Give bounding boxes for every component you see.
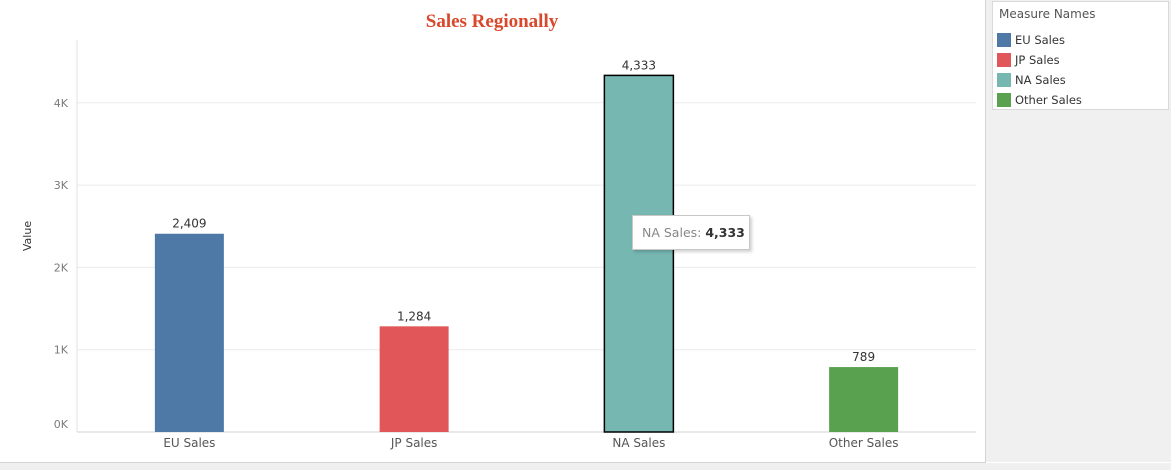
legend-swatch-other-sales xyxy=(997,93,1011,107)
y-tick-label: 1K xyxy=(54,344,69,357)
y-tick-label: 4K xyxy=(54,97,69,110)
x-tick-label-other-sales: Other Sales xyxy=(829,436,899,450)
y-tick-label: 3K xyxy=(54,179,69,192)
legend-label-na-sales: NA Sales xyxy=(1015,73,1066,87)
data-label-na-sales: 4,333 xyxy=(622,58,656,72)
legend-title: Measure Names xyxy=(999,7,1096,21)
legend-swatch-na-sales xyxy=(997,73,1011,87)
legend-item-other-sales[interactable]: Other Sales xyxy=(997,92,1162,108)
legend-item-na-sales[interactable]: NA Sales xyxy=(997,72,1162,88)
bar-chart: Sales Regionally Value 0K 1K 2K 3K 4K 2,409 EU S… xyxy=(21,11,976,450)
data-label-jp-sales: 1,284 xyxy=(397,309,431,323)
legend-item-eu-sales[interactable]: EU Sales xyxy=(997,32,1162,48)
legend-label-jp-sales: JP Sales xyxy=(1015,53,1060,67)
data-label-other-sales: 789 xyxy=(852,350,875,364)
tooltip-label: NA Sales: xyxy=(642,225,702,240)
legend-item-jp-sales[interactable]: JP Sales xyxy=(997,52,1162,68)
x-tick-label-na-sales: NA Sales xyxy=(612,436,665,450)
legend-swatch-jp-sales xyxy=(997,53,1011,67)
legend: Measure Names EU Sales JP Sales NA Sales… xyxy=(992,1,1169,110)
tooltip-value: 4,333 xyxy=(705,225,745,240)
legend-swatch-eu-sales xyxy=(997,33,1011,47)
x-tick-label-eu-sales: EU Sales xyxy=(163,436,215,450)
legend-label-other-sales: Other Sales xyxy=(1015,93,1082,107)
y-tick-label: 2K xyxy=(54,261,69,274)
chart-title: Sales Regionally xyxy=(426,11,559,32)
bar-eu-sales xyxy=(154,233,224,432)
bar-tooltip: NA Sales: 4,333 xyxy=(632,215,750,250)
chart-panel: Sales Regionally Value 0K 1K 2K 3K 4K 2,409 EU S… xyxy=(0,0,986,463)
bar-jp-sales xyxy=(379,326,449,432)
bottom-strip xyxy=(0,463,1171,470)
data-label-eu-sales: 2,409 xyxy=(172,217,206,231)
bar-na-sales xyxy=(603,74,675,433)
y-tick-label: 0K xyxy=(54,418,69,431)
bar-other-sales xyxy=(829,367,899,432)
x-tick-label-jp-sales: JP Sales xyxy=(390,436,438,450)
legend-label-eu-sales: EU Sales xyxy=(1015,33,1065,47)
y-axis-label: Value xyxy=(21,221,34,251)
